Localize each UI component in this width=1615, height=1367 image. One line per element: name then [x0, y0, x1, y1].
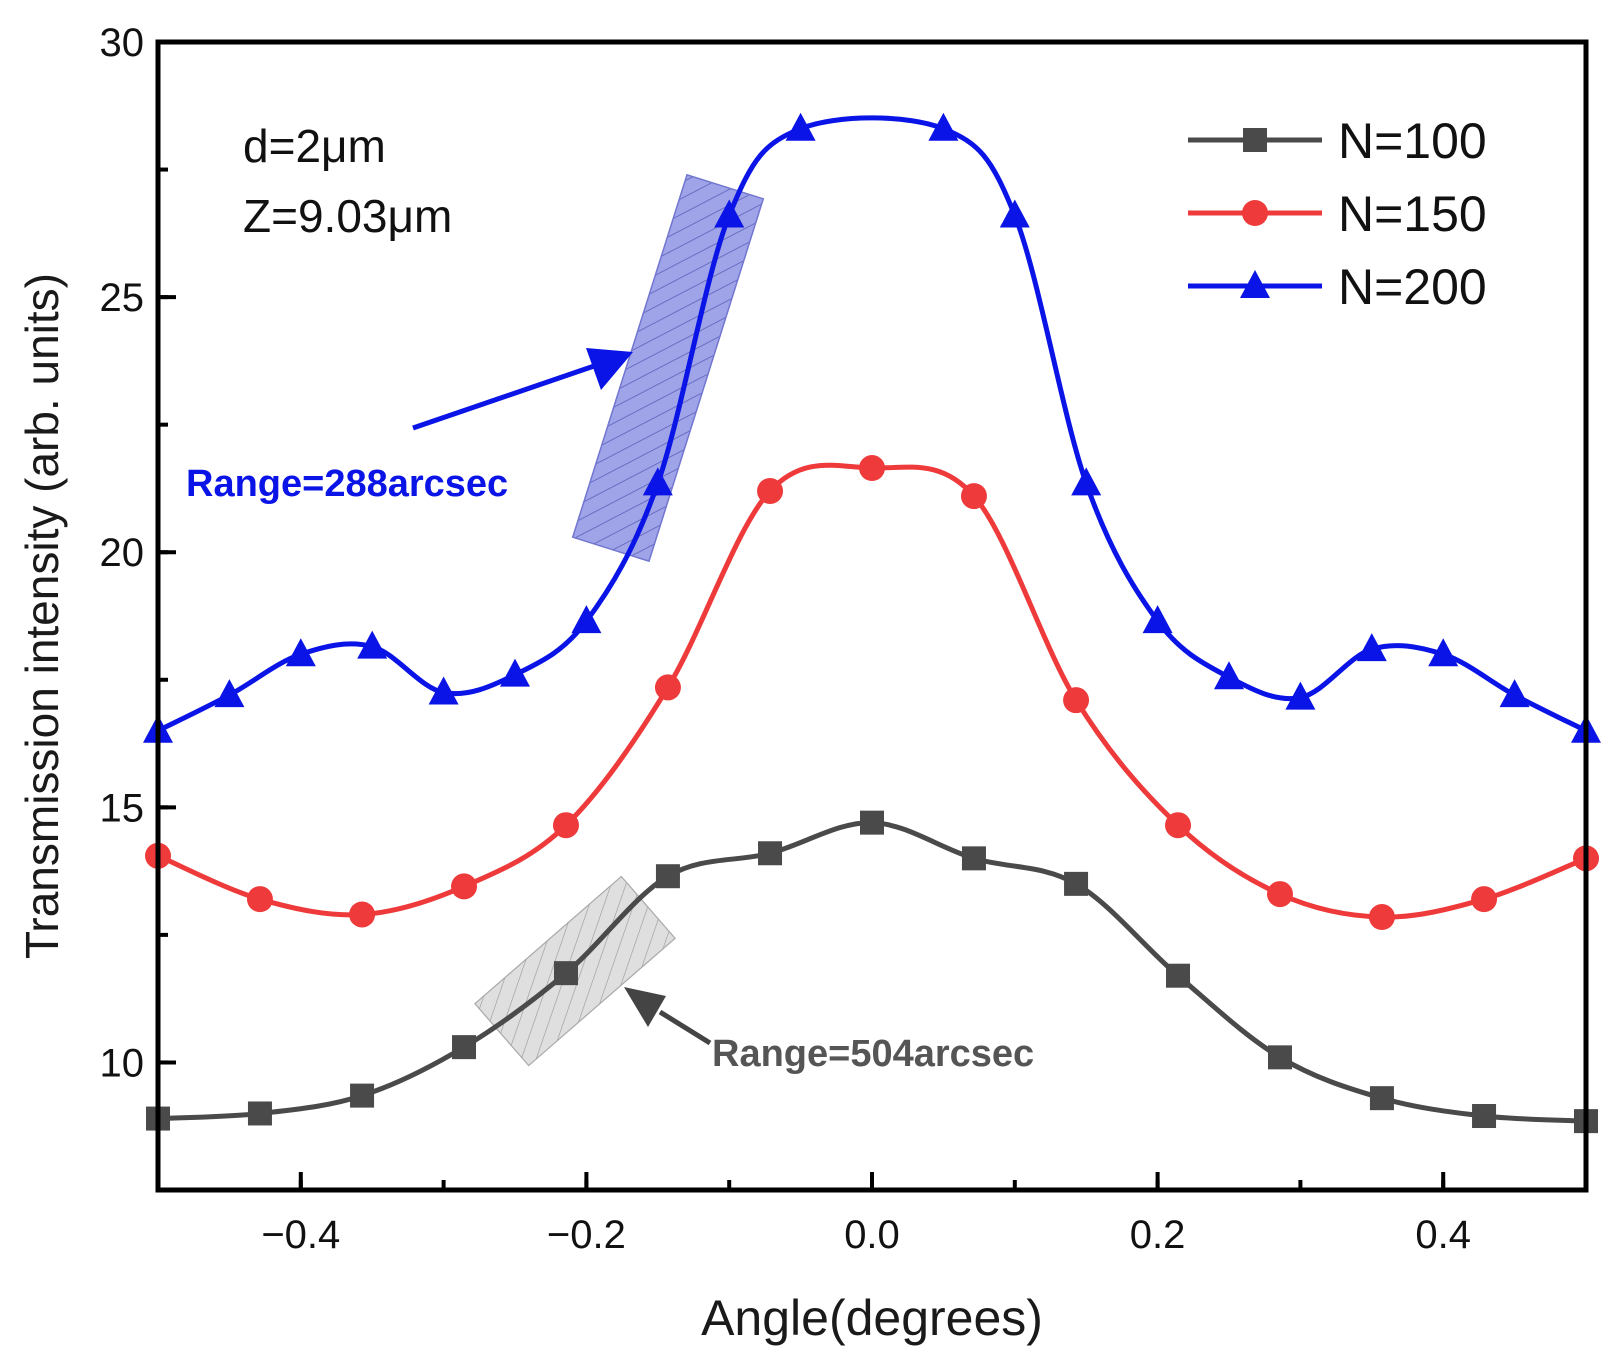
data-point	[452, 1035, 477, 1060]
data-point	[1285, 681, 1316, 710]
data-point	[246, 886, 273, 913]
data-point	[642, 467, 673, 496]
range-highlight-n200	[571, 173, 765, 563]
x-tick-label: 0.4	[1415, 1213, 1471, 1257]
y-tick-label: 30	[100, 21, 145, 65]
data-point	[1266, 881, 1293, 908]
data-point	[960, 483, 987, 510]
data-point	[1166, 963, 1191, 988]
x-axis: −0.4 −0.2 0.0 0.2 0.4	[156, 1172, 1588, 1257]
series-n-150	[145, 455, 1599, 931]
legend-label: N=150	[1338, 186, 1487, 242]
legend-item: N=200	[1188, 259, 1487, 315]
series-line	[157, 462, 1587, 920]
data-point	[428, 676, 459, 705]
data-point	[860, 810, 884, 835]
data-point	[247, 1101, 272, 1126]
data-point	[1499, 679, 1530, 708]
param-d: d=2μm	[243, 120, 386, 172]
y-axis-label: Transmission intensity (arb. units)	[16, 273, 68, 959]
data-point	[553, 961, 578, 986]
data-point	[349, 901, 376, 928]
data-point	[1472, 1104, 1497, 1129]
legend-item: N=150	[1188, 186, 1487, 242]
range-arrow-n200	[412, 348, 633, 431]
data-point	[928, 112, 959, 141]
y-tick-label: 25	[100, 276, 145, 320]
data-point	[758, 841, 783, 866]
legend-label: N=100	[1338, 113, 1487, 169]
legend: N=100 N=150 N=200	[1188, 113, 1487, 315]
series-n-200	[143, 112, 1601, 743]
plot-series	[143, 112, 1601, 1134]
x-tick-label: 0.0	[844, 1213, 900, 1257]
data-point	[1165, 812, 1192, 839]
data-point	[571, 605, 602, 634]
y-tick-label: 10	[100, 1041, 145, 1085]
legend-marker	[1240, 270, 1270, 298]
data-point	[714, 199, 745, 228]
range-label-n100: Range=504arcsec	[712, 1033, 1034, 1075]
data-point	[357, 630, 388, 659]
data-point	[961, 846, 986, 871]
x-tick-label: −0.2	[547, 1213, 626, 1257]
data-point	[999, 199, 1030, 228]
range-label-n200: Range=288arcsec	[186, 463, 508, 505]
data-point	[1071, 467, 1102, 496]
data-point	[350, 1083, 375, 1108]
data-point	[1369, 1086, 1394, 1111]
legend-label: N=200	[1338, 259, 1487, 315]
data-point	[859, 455, 885, 482]
data-point	[785, 112, 816, 141]
x-axis-label: Angle(degrees)	[701, 1290, 1043, 1346]
x-tick-label: 0.2	[1130, 1213, 1186, 1257]
y-axis: 10 15 20 25 30	[100, 21, 176, 1192]
data-point	[552, 812, 579, 839]
data-point	[1428, 638, 1459, 667]
series-n-100	[146, 810, 1598, 1134]
range-arrow-n100	[624, 987, 712, 1046]
series-line	[157, 820, 1587, 1124]
data-point	[1267, 1045, 1292, 1070]
legend-marker	[1243, 128, 1267, 152]
data-point	[655, 864, 680, 889]
data-point	[1471, 886, 1498, 913]
data-point	[451, 873, 478, 900]
data-point	[285, 638, 316, 667]
param-z: Z=9.03μm	[243, 190, 452, 242]
data-point	[500, 658, 530, 687]
data-point	[214, 679, 245, 708]
y-tick-label: 20	[100, 531, 145, 575]
legend-item: N=100	[1188, 113, 1487, 169]
data-point	[1368, 904, 1395, 931]
data-point	[1063, 687, 1090, 714]
data-point	[1064, 871, 1089, 896]
data-point	[1142, 605, 1173, 634]
series-line	[156, 115, 1588, 734]
x-tick-label: −0.4	[261, 1213, 340, 1257]
y-tick-label: 15	[100, 786, 145, 830]
data-point	[654, 674, 681, 701]
legend-marker	[1242, 200, 1268, 226]
data-point	[1356, 633, 1387, 662]
data-point	[757, 477, 784, 504]
data-point	[1214, 661, 1244, 690]
